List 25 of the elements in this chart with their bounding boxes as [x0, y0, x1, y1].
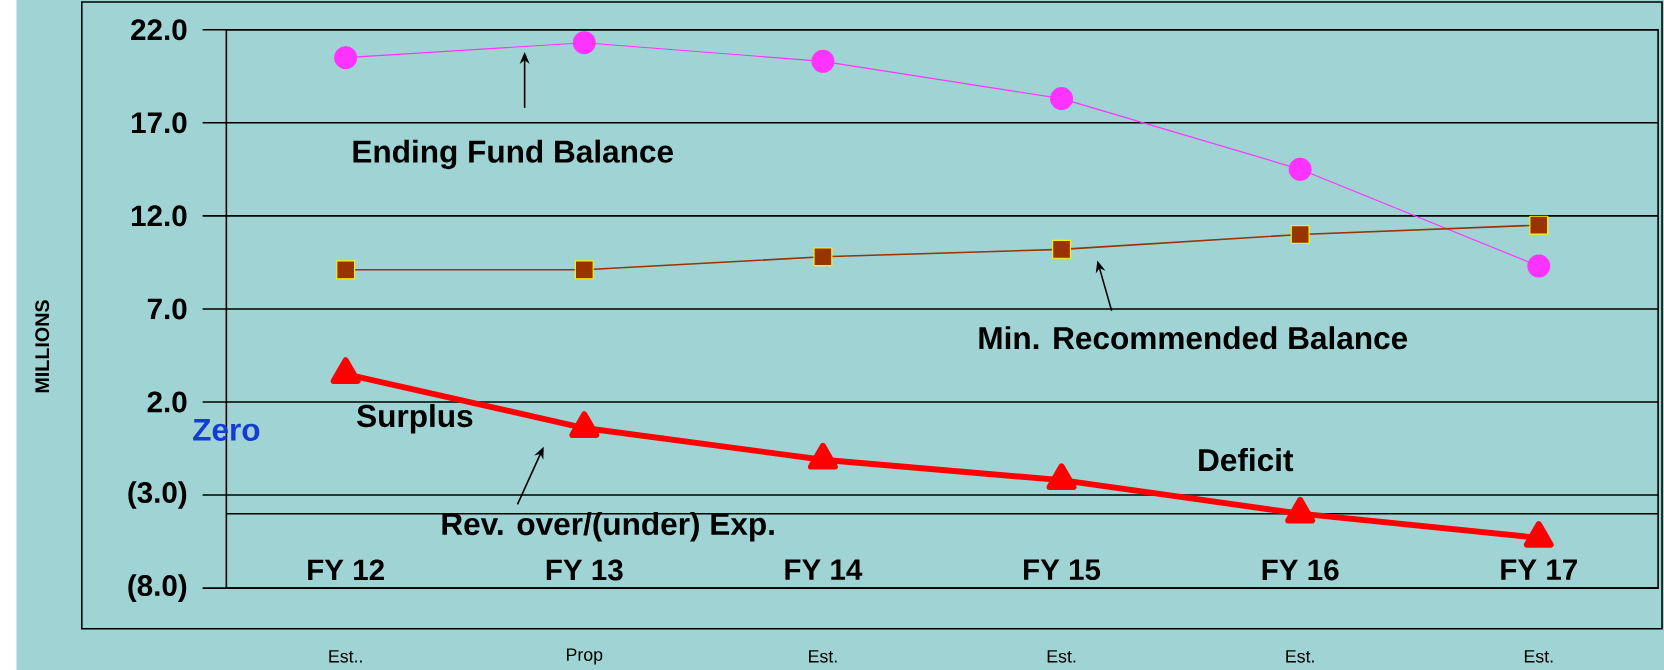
x-tick-label: FY 15	[1024, 559, 1101, 580]
text: Est.	[1524, 650, 1553, 663]
annotation: Surplus	[357, 403, 473, 434]
x-tick-label: FY 13	[546, 559, 623, 581]
y-tick-label: 7.0	[147, 298, 187, 320]
y-tick-label: (3.0)	[128, 481, 187, 509]
x-tick-label: FY 14	[785, 559, 863, 580]
y-tick-label: 17.0	[131, 112, 187, 134]
x-tick-label: FY 12	[308, 559, 384, 580]
text: Min. Recommended Balance	[979, 326, 1408, 350]
annotation: Deficit	[1199, 447, 1294, 472]
y-tick-label: 22.0	[131, 19, 187, 41]
y-tick-label: (8.0)	[128, 574, 187, 602]
series-label: Rev. over/(under) Exp.	[442, 511, 774, 542]
text: Est.	[809, 650, 837, 663]
text: Ending Fund Balance	[353, 139, 673, 170]
text: Est.	[1286, 650, 1314, 663]
y-tick-label: 12.0	[131, 205, 187, 227]
text: Prop	[566, 648, 603, 665]
text: Est.	[1047, 650, 1076, 663]
x-tick-label: FY 17	[1501, 559, 1577, 580]
y-axis-title: MILLIONS	[35, 300, 50, 393]
text: Est..	[329, 650, 362, 663]
x-tick-label: FY 16	[1262, 559, 1339, 581]
y-tick-label: 2.0	[147, 391, 187, 413]
